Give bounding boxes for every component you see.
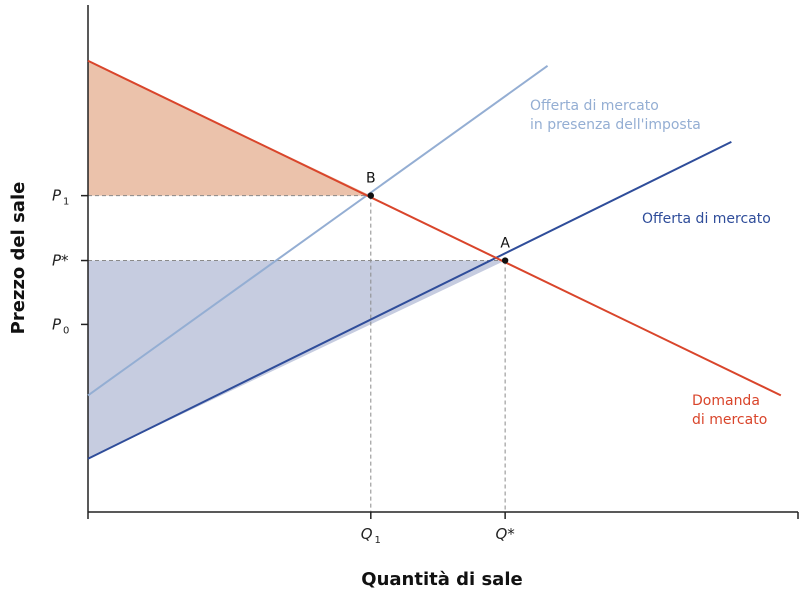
lines-layer: [87, 59, 782, 460]
point-label-a: A: [500, 236, 510, 252]
label-supply-tax: Offerta di mercato in presenza dell'impos…: [530, 98, 701, 133]
areas-layer: [88, 60, 506, 459]
producer-area: [88, 260, 506, 459]
ticks-layer: P 1 P* P 0 Q 1 Q*: [52, 187, 515, 546]
x-axis-title: Quantità di sale: [361, 569, 522, 590]
point-a: [501, 257, 509, 264]
y-axis-title: Prezzo del sale: [8, 182, 29, 335]
points-layer: AB: [366, 171, 510, 264]
point-label-b: B: [366, 171, 376, 187]
label-demand: Domanda di mercato: [692, 393, 767, 428]
line-supply: [87, 140, 732, 460]
y-tick-label-1: P*: [52, 252, 69, 270]
x-tick-label-1: Q*: [495, 525, 515, 543]
axes-layer: [87, 5, 799, 519]
label-supply: Offerta di mercato: [642, 211, 771, 227]
line-supply-tax: [87, 65, 549, 397]
line-demand: [87, 59, 782, 397]
point-b: [367, 192, 374, 199]
labels-layer: Domanda di mercato Offerta di mercato Offer…: [530, 98, 771, 428]
guides-layer: [88, 195, 506, 512]
